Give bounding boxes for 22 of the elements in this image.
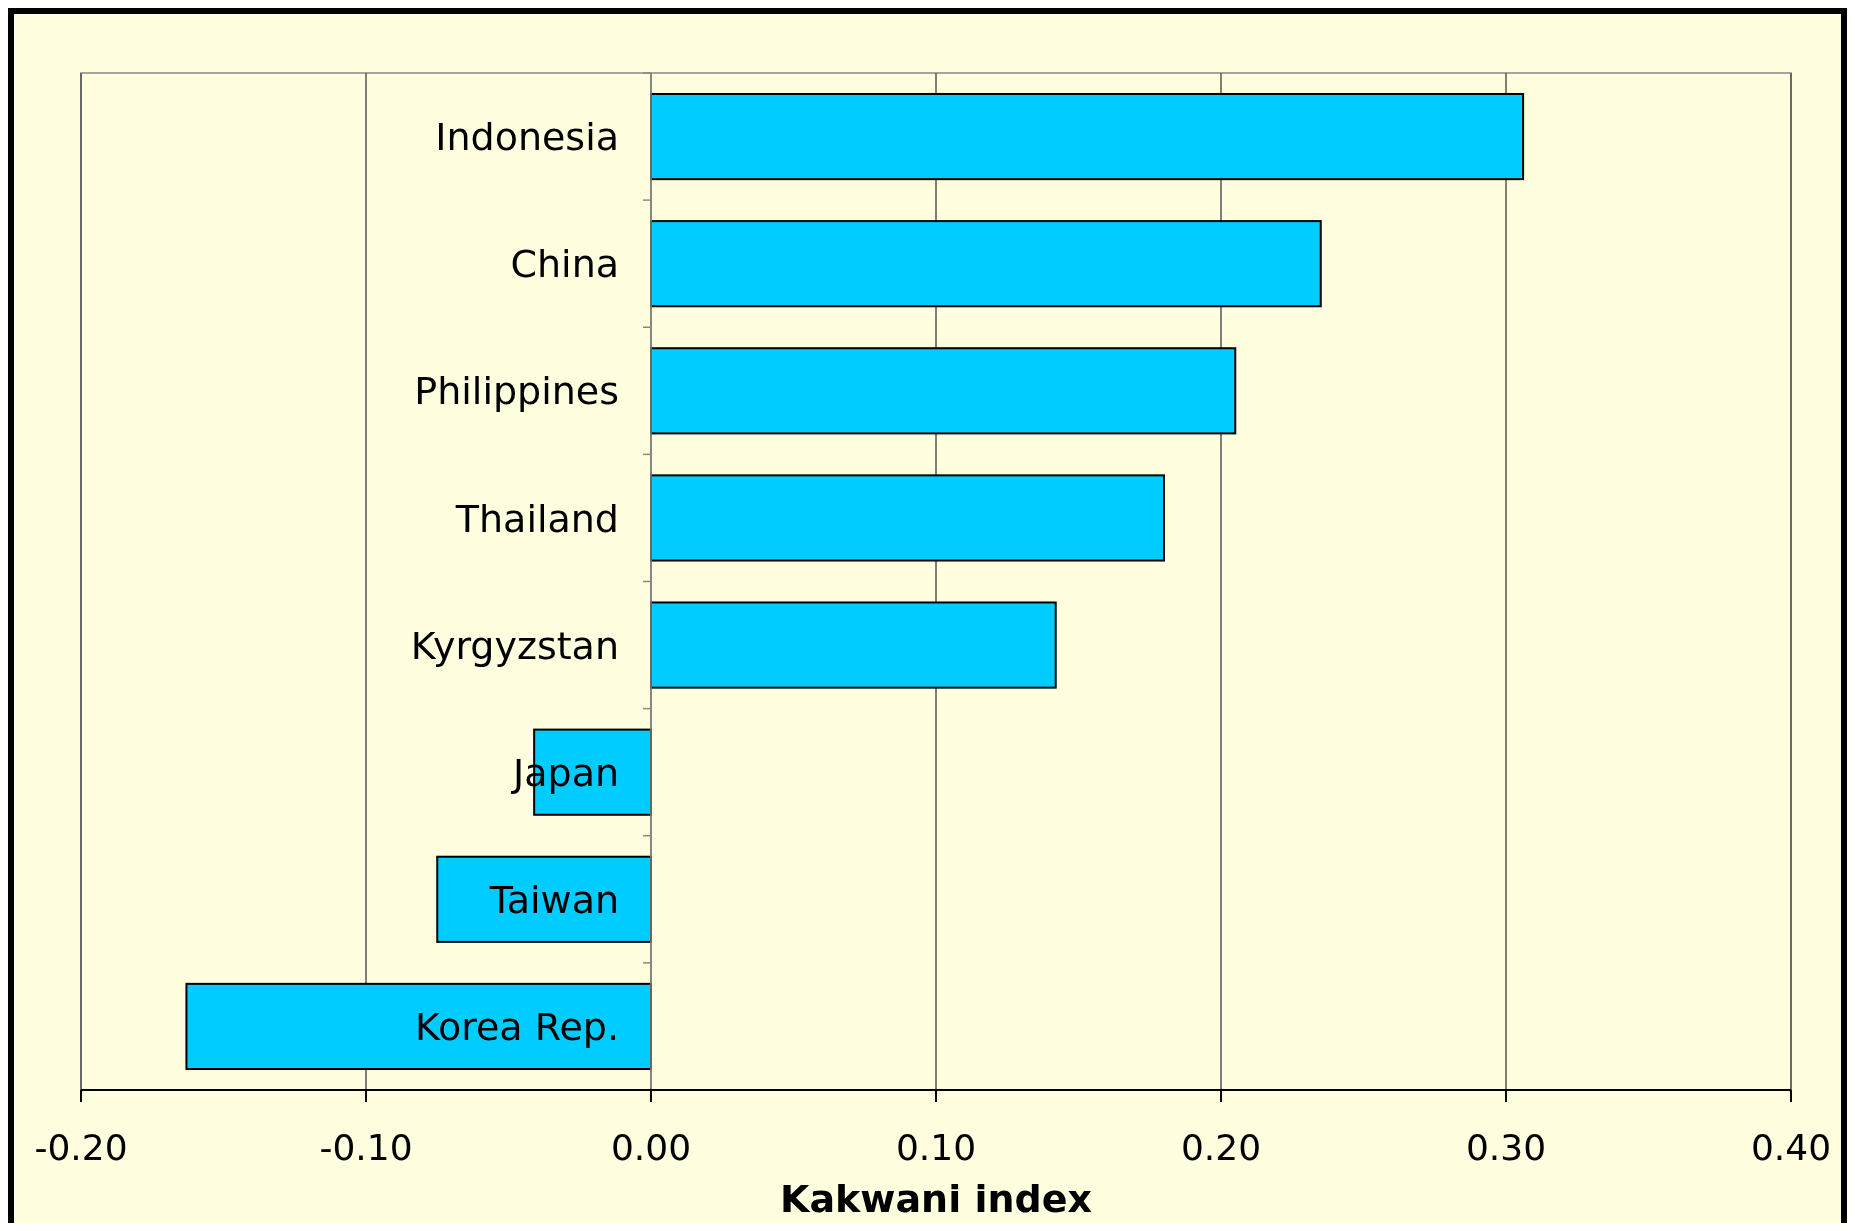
x-tick-label: 0.40 [1750,1127,1832,1168]
bar [650,474,1165,562]
x-tick-label: 0.20 [1180,1127,1262,1168]
y-tick-label: Taiwan [488,877,619,922]
x-tick-label: -0.20 [34,1127,128,1168]
y-tick-label: Korea Rep. [414,1005,619,1050]
bar [436,855,652,943]
x-tick-label: 0.30 [1465,1127,1547,1168]
bar [650,601,1057,689]
y-tick-label: Indonesia [435,115,619,160]
y-tick-label: Philippines [414,369,619,414]
bar [650,347,1237,435]
y-tick-label: Kyrgyzstan [410,623,619,668]
x-tick-label: -0.10 [319,1127,413,1168]
y-tick-label: China [510,242,619,287]
x-tick-label: 0.10 [895,1127,977,1168]
bar [650,92,1525,181]
x-axis-title: Kakwani index [780,1177,1092,1221]
bar [650,220,1322,308]
x-tick-label: 0.00 [610,1127,692,1168]
bar [185,982,652,1071]
y-tick-label: Thailand [454,496,619,541]
